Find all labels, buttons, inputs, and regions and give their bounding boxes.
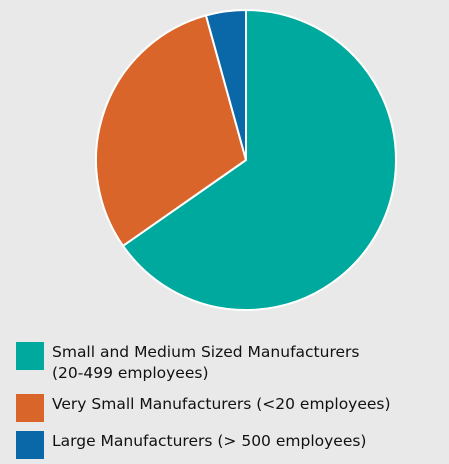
legend-swatch-small-medium [16, 342, 44, 370]
legend-item-small-medium: Small and Medium Sized Manufacturers (20… [16, 342, 359, 384]
legend-item-large: Large Manufacturers (> 500 employees) [16, 431, 366, 459]
pie-plot-area [0, 0, 449, 330]
legend-swatch-very-small [16, 394, 44, 422]
legend-item-very-small: Very Small Manufacturers (<20 employees) [16, 394, 391, 422]
legend-swatch-large [16, 431, 44, 459]
legend-label-large: Large Manufacturers (> 500 employees) [52, 431, 366, 452]
legend-label-small-medium: Small and Medium Sized Manufacturers (20… [52, 342, 359, 384]
legend-label-very-small: Very Small Manufacturers (<20 employees) [52, 394, 391, 415]
